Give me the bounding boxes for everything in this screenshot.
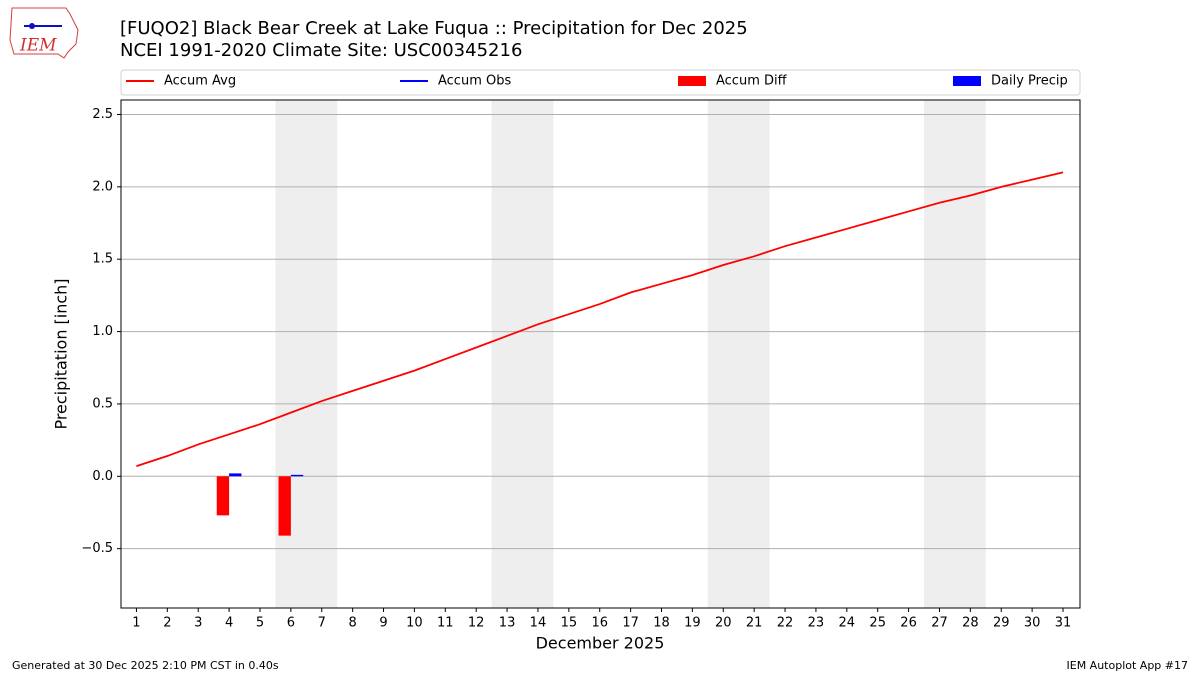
logo-text: IEM: [19, 36, 57, 56]
x-tick-label: 5: [256, 616, 264, 631]
x-tick-label: 14: [530, 616, 547, 631]
accum-line: [136, 171, 1064, 468]
legend-label: Accum Avg: [164, 74, 236, 89]
x-axis-label: December 2025: [536, 634, 665, 653]
x-tick-label: 31: [1055, 616, 1072, 631]
x-tick-label: 18: [653, 616, 670, 631]
x-tick-label: 28: [962, 616, 979, 631]
legend-label: Accum Obs: [438, 74, 511, 89]
x-tick-label: 9: [379, 616, 387, 631]
x-tick-label: 20: [715, 616, 732, 631]
x-tick-label: 24: [839, 616, 856, 631]
bar: [229, 473, 242, 477]
chart-subtitle: NCEI 1991-2020 Climate Site: USC00345216: [120, 40, 522, 61]
y-tick-label: 0.0: [92, 469, 113, 484]
y-tick-label: 1.0: [92, 324, 113, 339]
logo: IEM: [9, 7, 79, 59]
bar: [290, 474, 304, 477]
y-axis-label: Precipitation [inch]: [52, 278, 71, 429]
logo-outline: [9, 7, 79, 59]
plot-frame: [120, 99, 1081, 609]
x-tick-label: 29: [993, 616, 1010, 631]
x-tick-label: 12: [468, 616, 485, 631]
x-tick-label: 27: [931, 616, 948, 631]
x-tick-label: 3: [194, 616, 202, 631]
x-tick-label: 21: [746, 616, 763, 631]
weekend-shade: [707, 100, 770, 608]
x-tick-label: 8: [349, 616, 357, 631]
bar: [278, 476, 291, 536]
x-tick-label: 26: [900, 616, 917, 631]
y-tick-label: 1.5: [92, 252, 113, 267]
x-tick-label: 2: [163, 616, 171, 631]
weekend-shade: [491, 100, 554, 608]
y-tick-label: 2.5: [92, 107, 113, 122]
bar: [216, 476, 230, 516]
x-tick-label: 15: [561, 616, 578, 631]
legend-label: Daily Precip: [991, 74, 1068, 89]
x-tick-label: 11: [437, 616, 454, 631]
legend-swatch: [953, 76, 981, 86]
footer-right: IEM Autoplot App #17: [1067, 659, 1189, 672]
footer-left: Generated at 30 Dec 2025 2:10 PM CST in …: [12, 659, 279, 672]
x-tick-label: 7: [318, 616, 326, 631]
x-tick-label: 6: [287, 616, 295, 631]
y-tick-label: −0.5: [81, 541, 113, 556]
legend-swatch: [678, 76, 706, 86]
x-tick-label: 16: [591, 616, 608, 631]
x-tick-label: 10: [406, 616, 423, 631]
chart-title: [FUQO2] Black Bear Creek at Lake Fuqua :…: [120, 18, 748, 39]
x-tick-label: 22: [777, 616, 794, 631]
legend-label: Accum Diff: [716, 74, 788, 89]
x-tick-label: 4: [225, 616, 233, 631]
x-tick-label: 1: [132, 616, 140, 631]
logo-icon: [29, 23, 35, 29]
x-tick-label: 17: [622, 616, 639, 631]
y-tick-label: 2.0: [92, 179, 113, 194]
x-tick-label: 25: [869, 616, 886, 631]
x-tick-label: 19: [684, 616, 701, 631]
weekend-shade: [924, 100, 986, 608]
x-tick-label: 23: [808, 616, 825, 631]
y-tick-label: 0.5: [92, 396, 113, 411]
legend: [120, 69, 1081, 96]
x-tick-label: 13: [499, 616, 516, 631]
x-tick-label: 30: [1024, 616, 1041, 631]
